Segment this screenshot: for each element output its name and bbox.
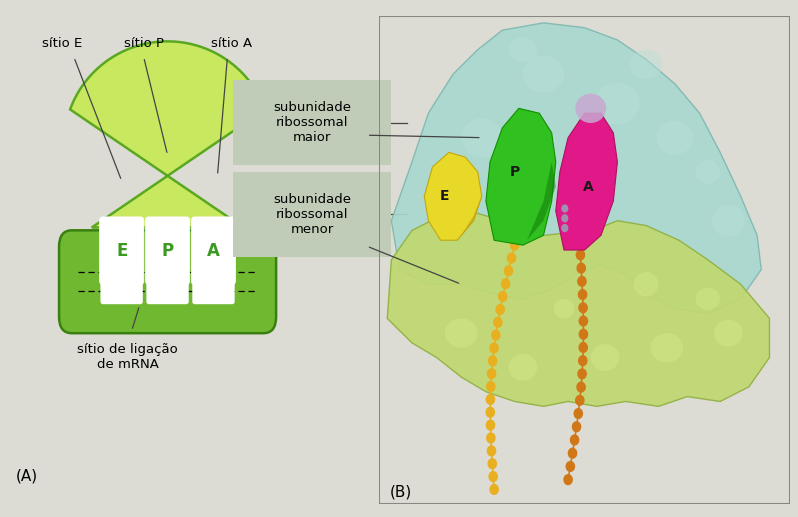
- Polygon shape: [425, 153, 482, 240]
- Circle shape: [504, 266, 512, 276]
- Polygon shape: [461, 196, 482, 235]
- Circle shape: [579, 343, 587, 352]
- Text: sítio A: sítio A: [211, 37, 252, 51]
- Ellipse shape: [523, 56, 564, 93]
- Circle shape: [488, 459, 496, 468]
- Circle shape: [486, 394, 495, 404]
- Circle shape: [496, 305, 504, 314]
- Circle shape: [572, 422, 581, 432]
- Circle shape: [489, 472, 497, 481]
- Text: P: P: [510, 165, 519, 179]
- Polygon shape: [527, 162, 555, 240]
- Ellipse shape: [575, 162, 595, 181]
- Circle shape: [501, 279, 510, 288]
- Circle shape: [571, 435, 579, 445]
- Circle shape: [494, 317, 502, 327]
- FancyBboxPatch shape: [234, 172, 391, 257]
- Ellipse shape: [696, 160, 720, 184]
- Ellipse shape: [595, 83, 640, 124]
- Circle shape: [499, 292, 507, 301]
- Circle shape: [575, 396, 584, 405]
- Circle shape: [577, 263, 585, 273]
- Polygon shape: [555, 113, 618, 250]
- FancyBboxPatch shape: [145, 217, 190, 284]
- Circle shape: [492, 330, 500, 340]
- FancyBboxPatch shape: [59, 230, 276, 333]
- Ellipse shape: [714, 320, 743, 346]
- Text: sítio P: sítio P: [124, 37, 164, 51]
- Text: sítio E: sítio E: [41, 37, 82, 51]
- FancyBboxPatch shape: [101, 260, 143, 304]
- Circle shape: [490, 484, 498, 494]
- Circle shape: [562, 215, 567, 222]
- FancyBboxPatch shape: [100, 217, 144, 284]
- Text: E: E: [116, 242, 128, 260]
- Circle shape: [579, 329, 587, 339]
- Text: (A): (A): [16, 468, 38, 483]
- Polygon shape: [486, 109, 555, 245]
- Circle shape: [579, 316, 587, 326]
- Polygon shape: [391, 23, 761, 313]
- Circle shape: [488, 369, 496, 378]
- Circle shape: [562, 205, 567, 212]
- Circle shape: [577, 382, 585, 392]
- Text: A: A: [583, 179, 594, 193]
- Circle shape: [567, 462, 575, 472]
- Polygon shape: [70, 41, 265, 260]
- Ellipse shape: [696, 288, 720, 310]
- Circle shape: [568, 448, 577, 458]
- Circle shape: [490, 343, 498, 353]
- Circle shape: [511, 240, 519, 250]
- Circle shape: [564, 475, 572, 484]
- Circle shape: [486, 420, 495, 430]
- Circle shape: [487, 433, 495, 443]
- FancyBboxPatch shape: [192, 217, 235, 284]
- Text: E: E: [440, 189, 449, 203]
- Circle shape: [579, 290, 587, 299]
- Circle shape: [576, 250, 584, 260]
- Circle shape: [579, 356, 587, 366]
- Circle shape: [562, 224, 567, 232]
- Ellipse shape: [508, 354, 537, 381]
- Ellipse shape: [634, 272, 658, 296]
- Ellipse shape: [554, 299, 575, 318]
- FancyBboxPatch shape: [192, 260, 235, 304]
- Ellipse shape: [444, 318, 478, 348]
- Text: A: A: [207, 242, 220, 260]
- Ellipse shape: [461, 118, 503, 157]
- FancyBboxPatch shape: [147, 260, 188, 304]
- Text: subunidade
ribossomal
maior: subunidade ribossomal maior: [273, 101, 351, 144]
- Ellipse shape: [508, 38, 537, 62]
- Ellipse shape: [630, 50, 662, 79]
- Ellipse shape: [591, 344, 619, 371]
- Circle shape: [486, 407, 495, 417]
- Circle shape: [488, 356, 497, 366]
- Ellipse shape: [712, 205, 745, 237]
- Ellipse shape: [657, 120, 693, 155]
- Ellipse shape: [426, 188, 455, 215]
- Circle shape: [578, 277, 586, 286]
- Circle shape: [487, 382, 495, 391]
- Circle shape: [578, 369, 587, 379]
- Text: (B): (B): [389, 484, 412, 499]
- Text: subunidade
ribossomal
menor: subunidade ribossomal menor: [273, 193, 351, 236]
- Text: P: P: [161, 242, 174, 260]
- Circle shape: [488, 446, 496, 455]
- Circle shape: [579, 303, 587, 313]
- Polygon shape: [387, 211, 769, 406]
- Ellipse shape: [575, 94, 606, 123]
- FancyBboxPatch shape: [234, 80, 391, 165]
- Ellipse shape: [650, 333, 683, 362]
- Circle shape: [575, 408, 583, 418]
- Text: sítio de ligação
de mRNA: sítio de ligação de mRNA: [77, 343, 178, 371]
- Circle shape: [508, 253, 516, 263]
